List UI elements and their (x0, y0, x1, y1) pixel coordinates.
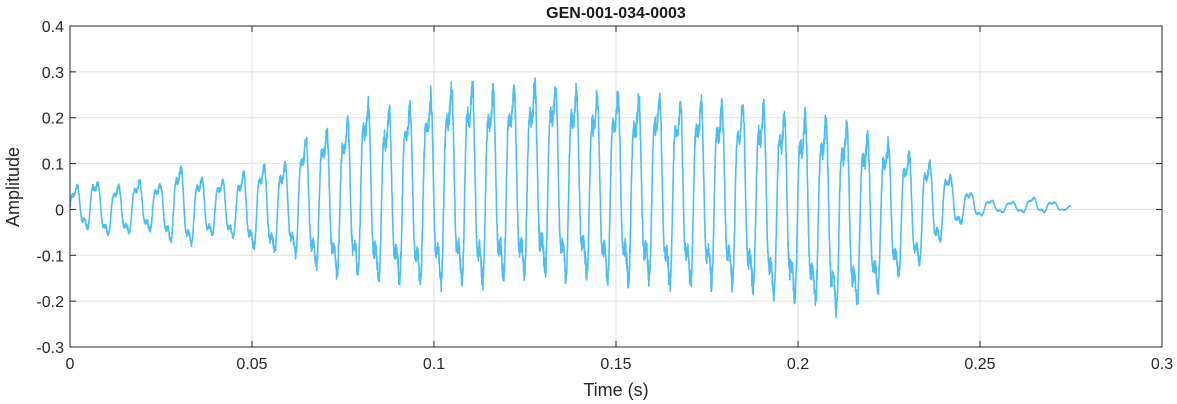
x-tick-label: 0.05 (236, 356, 267, 373)
tick-layer: 0 0.05 0.1 0.15 0.2 0.25 0.3 -0.3 -0.2 -0.1 0 0.1 0.… (36, 19, 1173, 373)
y-tick-label: 0.1 (42, 157, 64, 174)
x-tick-label: 0.2 (787, 356, 809, 373)
x-tick-label: 0.15 (600, 356, 631, 373)
y-tick-label: -0.2 (36, 294, 64, 311)
x-axis-label: Time (s) (583, 380, 648, 400)
y-tick-label: 0.3 (42, 65, 64, 82)
x-tick-label: 0.3 (1151, 356, 1173, 373)
chart-title: GEN-001-034-0003 (546, 5, 686, 22)
y-tick-label: -0.1 (36, 248, 64, 265)
y-tick-label: 0.4 (42, 19, 64, 36)
x-tick-label: 0.25 (964, 356, 995, 373)
y-axis-label: Amplitude (3, 147, 23, 227)
x-tick-label: 0.1 (423, 356, 445, 373)
waveform-line (69, 77, 1072, 319)
y-tick-label: 0.2 (42, 111, 64, 128)
x-tick-label: 0 (66, 356, 75, 373)
grid-layer (69, 25, 1163, 348)
y-tick-label: -0.3 (36, 340, 64, 357)
y-tick-label: 0 (55, 202, 64, 219)
waveform-layer (69, 77, 1072, 319)
